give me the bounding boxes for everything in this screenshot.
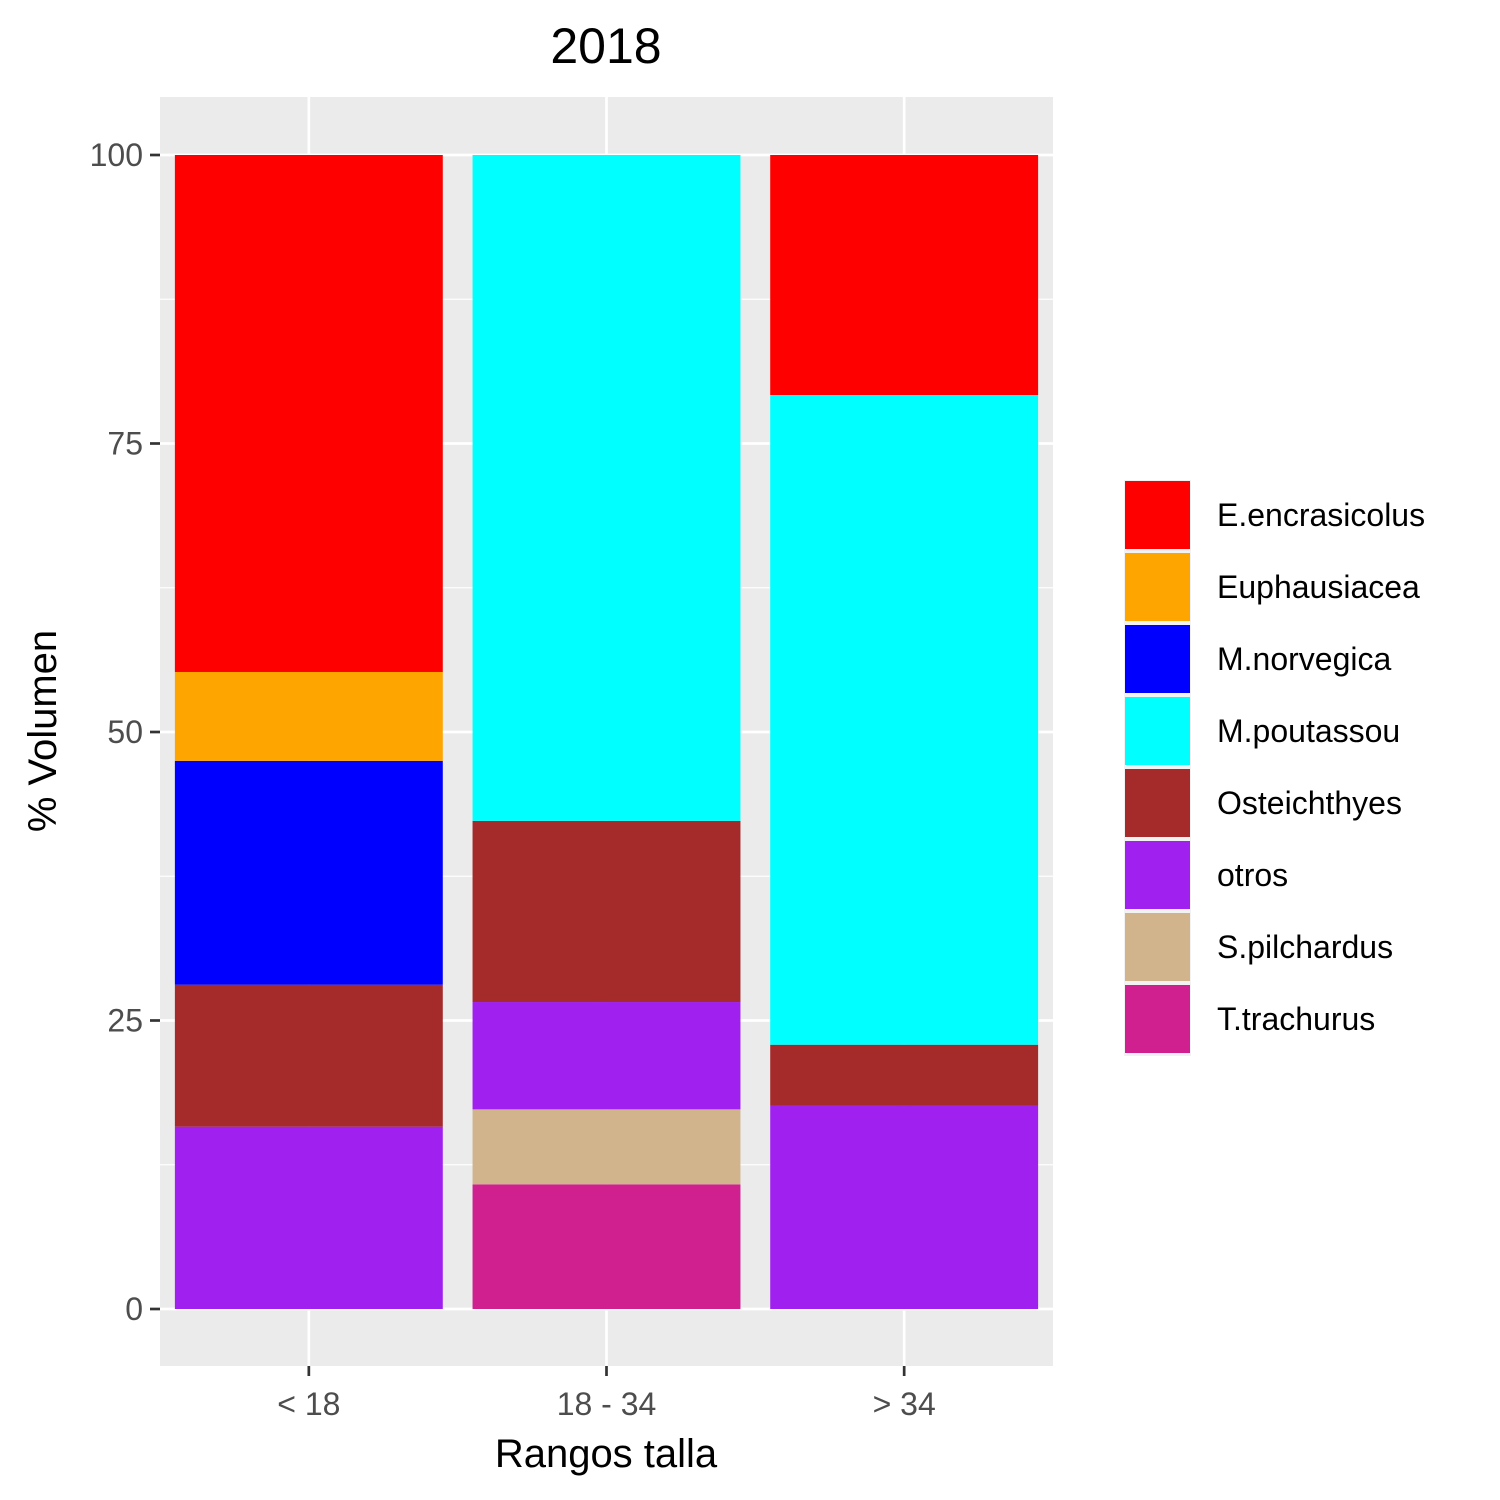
- bar-segment-otros: [770, 1105, 1039, 1309]
- x-axis: < 18 18 - 34 > 34: [277, 1366, 936, 1422]
- bar-segment-m-poutassou: [472, 155, 741, 821]
- legend-label: S.pilchardus: [1217, 929, 1393, 965]
- legend-label: M.norvegica: [1217, 641, 1392, 677]
- chart-title: 2018: [550, 18, 661, 74]
- x-tick-label: < 18: [277, 1386, 340, 1422]
- legend-label: E.encrasicolus: [1217, 497, 1425, 533]
- bar-segment-e-encrasicolus: [174, 155, 443, 672]
- legend-label: M.poutassou: [1217, 713, 1400, 749]
- legend-key-osteichthyes: [1125, 769, 1190, 837]
- legend-key-otros: [1125, 841, 1190, 909]
- legend-key-euphausiacea: [1125, 553, 1190, 621]
- bar-segment-s-pilchardus: [472, 1109, 741, 1185]
- bar-segment-t-trachurus: [472, 1184, 741, 1309]
- legend-label: T.trachurus: [1217, 1001, 1375, 1037]
- y-tick-label: 0: [125, 1291, 143, 1327]
- bar-segment-otros: [472, 1002, 741, 1110]
- bar-segment-osteichthyes: [770, 1044, 1039, 1106]
- legend-key-m-poutassou: [1125, 697, 1190, 765]
- x-tick-label: > 34: [873, 1386, 936, 1422]
- legend-label: Euphausiacea: [1217, 569, 1420, 605]
- y-tick-label: 75: [107, 426, 143, 462]
- legend-label: otros: [1217, 857, 1288, 893]
- legend-key-m-norvegica: [1125, 625, 1190, 693]
- bar-segment-e-encrasicolus: [770, 155, 1039, 396]
- bar-segment-euphausiacea: [174, 671, 443, 761]
- bar-segment-osteichthyes: [472, 820, 741, 1003]
- y-axis-title: % Volumen: [21, 630, 65, 832]
- bars: [174, 155, 1039, 1309]
- y-tick-label: 25: [107, 1003, 143, 1039]
- x-axis-title: Rangos talla: [495, 1432, 718, 1476]
- bar-segment-m-norvegica: [174, 760, 443, 985]
- y-tick-label: 50: [107, 714, 143, 750]
- legend-key-s-pilchardus: [1125, 913, 1190, 981]
- bar-segment-osteichthyes: [174, 984, 443, 1127]
- bar-segment-m-poutassou: [770, 395, 1039, 1045]
- legend-label: Osteichthyes: [1217, 785, 1402, 821]
- legend-key-e-encrasicolus: [1125, 481, 1190, 549]
- y-axis: 0 25 50 75 100: [90, 137, 160, 1327]
- legend: E.encrasicolus Euphausiacea M.norvegica M.p…: [1124, 480, 1425, 1056]
- legend-key-t-trachurus: [1125, 985, 1190, 1053]
- bar-segment-otros: [174, 1126, 443, 1309]
- x-tick-label: 18 - 34: [557, 1386, 657, 1422]
- y-tick-label: 100: [90, 137, 143, 173]
